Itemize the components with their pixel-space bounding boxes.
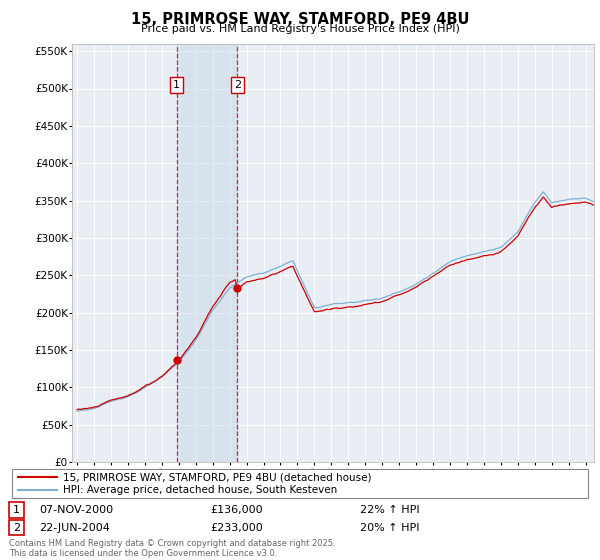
HPI: Average price, detached house, South Kesteven: (2e+03, 1.05e+05): Average price, detached house, South Kes…	[148, 380, 155, 387]
Text: £233,000: £233,000	[210, 522, 263, 533]
HPI: Average price, detached house, South Kesteven: (2.02e+03, 2.44e+05): Average price, detached house, South Kes…	[419, 277, 427, 283]
Text: Contains HM Land Registry data © Crown copyright and database right 2025.
This d: Contains HM Land Registry data © Crown c…	[9, 539, 335, 558]
Line: HPI: Average price, detached house, South Kesteven: HPI: Average price, detached house, Sout…	[77, 192, 595, 411]
Bar	[176, 44, 238, 462]
HPI: Average price, detached house, South Kesteven: (2.02e+03, 3.62e+05): Average price, detached house, South Kes…	[539, 189, 547, 195]
Text: 15, PRIMROSE WAY, STAMFORD, PE9 4BU: 15, PRIMROSE WAY, STAMFORD, PE9 4BU	[131, 12, 469, 27]
HPI: Average price, detached house, South Kesteven: (2e+03, 6.8e+04): Average price, detached house, South Kes…	[73, 408, 80, 414]
15, PRIMROSE WAY, STAMFORD, PE9 4BU (detached house)	[592, 203, 599, 209]
15, PRIMROSE WAY, STAMFORD, PE9 4BU (detached house)	[494, 250, 502, 256]
Text: 2: 2	[234, 80, 241, 90]
Text: 1: 1	[173, 80, 180, 90]
HPI: Average price, detached house, South Kesteven: (2e+03, 7.83e+04): Average price, detached house, South Kes…	[102, 400, 109, 407]
15, PRIMROSE WAY, STAMFORD, PE9 4BU (detached house)	[102, 399, 109, 406]
15, PRIMROSE WAY, STAMFORD, PE9 4BU (detached house)	[112, 396, 119, 403]
15, PRIMROSE WAY, STAMFORD, PE9 4BU (detached house)	[419, 279, 427, 286]
15, PRIMROSE WAY, STAMFORD, PE9 4BU (detached house)	[219, 289, 226, 296]
Text: £136,000: £136,000	[210, 505, 263, 515]
Text: 22-JUN-2004: 22-JUN-2004	[39, 522, 110, 533]
15, PRIMROSE WAY, STAMFORD, PE9 4BU (detached house)	[539, 194, 547, 200]
Text: 22% ↑ HPI: 22% ↑ HPI	[360, 505, 419, 515]
Line: 15, PRIMROSE WAY, STAMFORD, PE9 4BU (detached house): 15, PRIMROSE WAY, STAMFORD, PE9 4BU (det…	[77, 197, 595, 409]
HPI: Average price, detached house, South Kesteven: (2.03e+03, 3.48e+05): Average price, detached house, South Kes…	[592, 199, 599, 206]
Text: 20% ↑ HPI: 20% ↑ HPI	[360, 522, 419, 533]
Text: 2: 2	[13, 522, 20, 533]
Text: HPI: Average price, detached house, South Kesteven: HPI: Average price, detached house, Sout…	[63, 485, 337, 495]
15, PRIMROSE WAY, STAMFORD, PE9 4BU (detached house)	[73, 406, 80, 413]
HPI: Average price, detached house, South Kesteven: (2.02e+03, 2.86e+05): Average price, detached house, South Kes…	[494, 245, 502, 251]
Text: 15, PRIMROSE WAY, STAMFORD, PE9 4BU (detached house): 15, PRIMROSE WAY, STAMFORD, PE9 4BU (det…	[63, 472, 371, 482]
HPI: Average price, detached house, South Kesteven: (2e+03, 2.21e+05): Average price, detached house, South Kes…	[219, 293, 226, 300]
Text: 1: 1	[13, 505, 20, 515]
Text: 07-NOV-2000: 07-NOV-2000	[39, 505, 113, 515]
15, PRIMROSE WAY, STAMFORD, PE9 4BU (detached house)	[148, 379, 155, 386]
HPI: Average price, detached house, South Kesteven: (2e+03, 8.28e+04): Average price, detached house, South Kes…	[112, 397, 119, 404]
Text: Price paid vs. HM Land Registry's House Price Index (HPI): Price paid vs. HM Land Registry's House …	[140, 24, 460, 34]
